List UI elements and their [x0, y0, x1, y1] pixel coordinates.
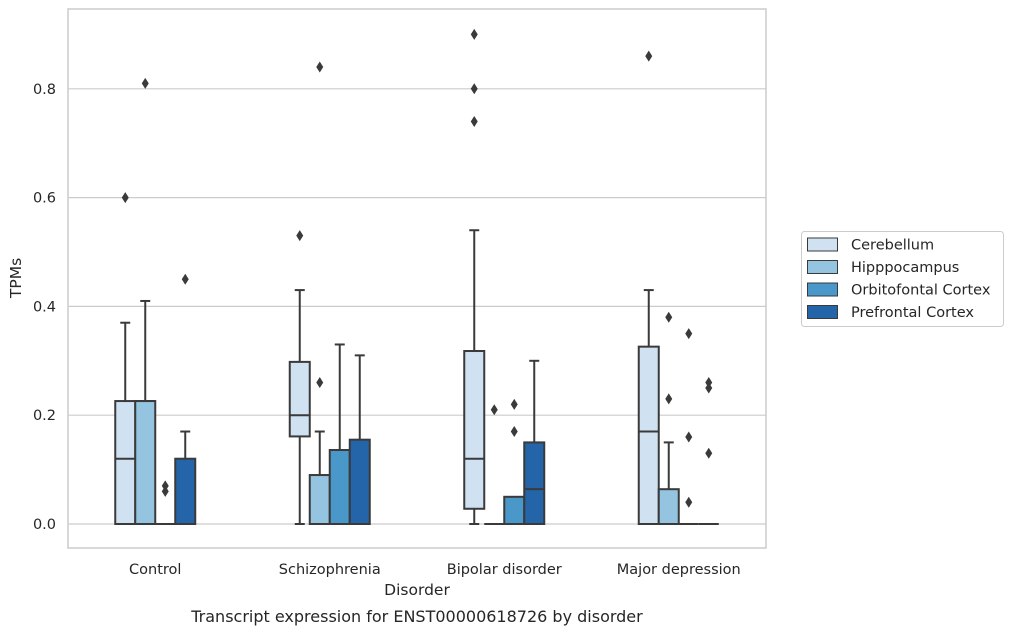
box — [288, 360, 311, 438]
box — [503, 495, 526, 525]
x-axis-label: Disorder — [384, 581, 450, 599]
box — [328, 449, 351, 525]
box-group — [657, 311, 680, 525]
box — [348, 438, 371, 525]
y-axis-ticks: 0.0 0.2 0.4 0.6 0.8 — [33, 82, 56, 533]
box-group — [155, 480, 176, 525]
box — [114, 400, 137, 525]
outlier-point — [665, 311, 673, 323]
x-tick-label: Control — [129, 562, 181, 578]
y-tick-label: 0.8 — [33, 82, 56, 98]
outlier-point — [161, 480, 169, 492]
outlier-point — [316, 377, 324, 389]
legend: Cerebellum Hipppocampus Orbitofontal Corte… — [801, 231, 1004, 327]
outlier-point — [470, 83, 478, 95]
y-tick-label: 0.0 — [33, 517, 56, 533]
y-tick-label: 0.6 — [33, 191, 56, 207]
outlier-point — [705, 377, 713, 389]
box-group — [484, 404, 505, 525]
legend-frame — [801, 231, 1004, 327]
box-group — [174, 273, 197, 525]
outlier-point — [470, 28, 478, 40]
box-group — [114, 192, 137, 525]
outlier-point — [316, 61, 324, 73]
outlier-point — [510, 426, 518, 438]
outlier-point — [181, 273, 189, 285]
box-group — [678, 328, 699, 525]
outlier-point — [470, 115, 478, 127]
outlier-point — [665, 393, 673, 405]
plot-frame — [67, 8, 767, 549]
legend-label: Hipppocampus — [851, 260, 959, 276]
box-group — [698, 377, 719, 525]
legend-label: Orbitofontal Cortex — [851, 283, 991, 299]
x-axis-ticks: Control Schizophrenia Bipolar disorder Majo… — [129, 562, 741, 578]
outlier-point — [645, 50, 653, 62]
box — [174, 457, 197, 525]
box-plot-marks — [114, 28, 719, 526]
box — [134, 400, 157, 525]
box — [657, 488, 680, 525]
outlier-point — [141, 77, 149, 89]
box — [637, 345, 660, 525]
legend-label: Prefrontal Cortex — [851, 305, 974, 321]
x-tick-label: Schizophrenia — [279, 562, 381, 578]
x-tick-label: Bipolar disorder — [447, 562, 562, 578]
legend-swatch — [807, 305, 838, 319]
box-group — [288, 230, 311, 525]
legend-swatch — [807, 282, 838, 297]
outlier-point — [685, 496, 693, 508]
legend-swatch — [807, 237, 838, 252]
box-group — [308, 61, 331, 526]
box — [308, 474, 331, 526]
box-group — [328, 343, 351, 525]
y-tick-label: 0.4 — [33, 299, 56, 315]
box — [463, 350, 486, 510]
box-group — [637, 50, 660, 525]
outlier-point — [705, 447, 713, 459]
x-tick-label: Major depression — [617, 562, 741, 578]
box-group — [463, 28, 486, 525]
box-group — [503, 398, 526, 525]
outlier-point — [510, 398, 518, 410]
outlier-point — [121, 192, 129, 204]
box-group — [348, 354, 371, 525]
box — [523, 441, 546, 525]
legend-swatch — [807, 260, 838, 274]
y-tick-label: 0.2 — [33, 408, 56, 424]
outlier-point — [490, 404, 498, 416]
chart-caption: Transcript expression for ENST0000061872… — [190, 607, 643, 626]
y-axis-label: TPMs — [7, 258, 25, 299]
outlier-point — [685, 431, 693, 443]
outlier-point — [296, 230, 304, 242]
box-group — [523, 359, 546, 525]
gridlines — [68, 88, 766, 525]
legend-label: Cerebellum — [851, 238, 934, 254]
box-group — [134, 77, 157, 525]
outlier-point — [685, 328, 693, 340]
